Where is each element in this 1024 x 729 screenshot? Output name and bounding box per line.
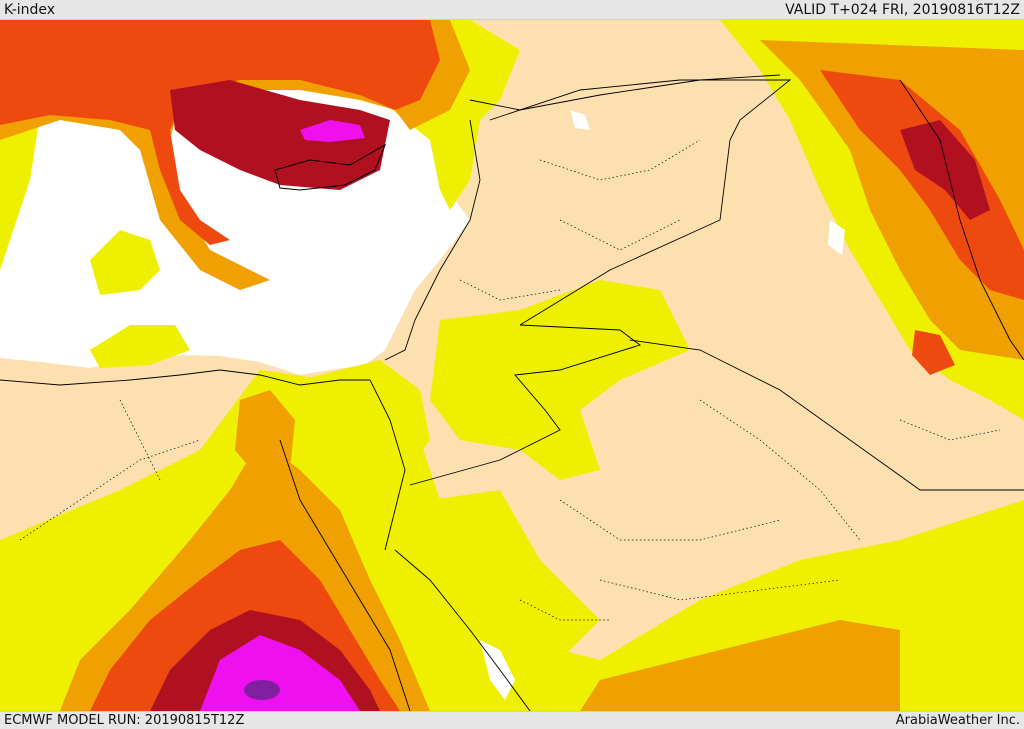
model-run-label: ECMWF MODEL RUN: 20190815T12Z [4,713,245,728]
border-iraq-iran [899,79,1024,361]
coastline-levant [384,119,481,361]
valid-time-label: VALID T+024 FRI, 20190816T12Z [785,2,1020,18]
k-index-map [0,20,1024,711]
contour-level-1-sea-south2 [90,325,190,368]
contour-level-2-yemen [580,620,900,711]
coastline-red-sea-east [394,549,531,711]
border-iraq-saudi [629,339,1024,491]
contour-level-4-east [900,120,990,220]
contour-level-4-north [170,80,390,190]
dead-sea-area [828,220,845,255]
border-syria-turkey [469,74,781,111]
contour-level-6-south [244,680,280,700]
lake-north [570,110,590,130]
contour-level-3-iran-pocket [912,330,955,375]
contour-level-1-west-coast [0,115,40,270]
contour-level-3-north [0,20,440,245]
border-jordan-saudi [409,324,641,486]
contour-level-5-north [300,120,365,142]
cyprus-island [274,143,386,191]
coastline-red-sea [279,439,411,711]
contour-level-1-saudi-band [430,490,600,670]
contour-level-1-jordan [430,280,690,480]
contour-level-1-sea-south [90,230,160,295]
contour-level-5-south [200,635,360,711]
contour-level-3-east [820,70,1024,300]
contour-level-1-sinai [300,360,430,490]
contour-level-2-nile [235,390,295,480]
map-title: K-index [4,2,56,18]
border-syria-iraq [489,79,792,326]
footer-bar: ECMWF MODEL RUN: 20190815T12Z ArabiaWeat… [0,711,1024,729]
header-bar: K-index VALID T+024 FRI, 20190816T12Z [0,0,1024,20]
internal-borders [19,139,1001,621]
coastline-egypt [0,369,370,386]
border-egypt-israel [369,379,406,551]
credit-label: ArabiaWeather Inc. [895,713,1020,728]
contour-level-2-east [760,40,1024,360]
